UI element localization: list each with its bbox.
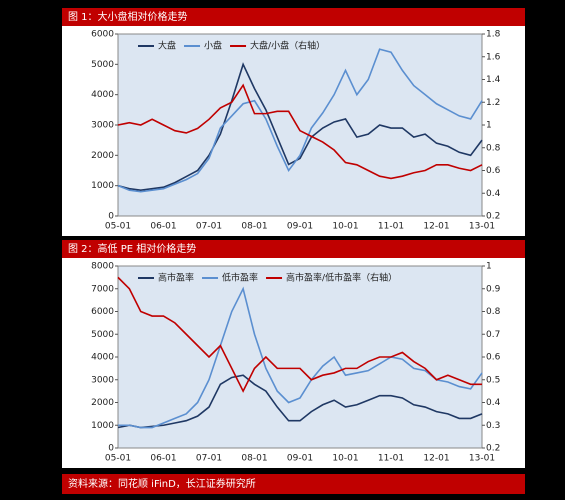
x-tick-label: 09-01 (287, 454, 313, 464)
x-tick-label: 07-01 (196, 222, 222, 232)
y2-tick-label: 1 (486, 262, 492, 272)
y-tick-label: 0 (108, 444, 114, 454)
x-tick-label: 05-01 (105, 222, 131, 232)
y2-tick-label: 0.8 (486, 143, 501, 153)
y-tick-label: 4000 (91, 90, 114, 100)
y-tick-label: 4000 (91, 353, 114, 363)
series-line (117, 374, 483, 429)
plot-area (117, 33, 483, 217)
y2-tick-label: 0.8 (486, 307, 501, 317)
y2-tick-label: 0.6 (486, 166, 501, 176)
y2-tick-label: 1 (486, 121, 492, 131)
y2-tick-label: 0.6 (486, 353, 501, 363)
legend-label: 小盘 (204, 40, 222, 52)
x-tick-label: 12-01 (423, 454, 449, 464)
y-tick-label: 5000 (91, 60, 114, 70)
y-tick-label: 6000 (91, 30, 114, 40)
series-line (117, 276, 482, 393)
legend-label: 大盘/小盘（右轴） (250, 40, 325, 52)
y2-tick-label: 0.5 (486, 375, 500, 385)
y-tick-label: 8000 (91, 262, 114, 272)
x-tick-label: 09-01 (287, 222, 313, 232)
y2-tick-label: 1.2 (486, 98, 500, 108)
x-tick-label: 13-01 (469, 222, 495, 232)
x-tick-label: 11-01 (378, 222, 404, 232)
series-line (117, 83, 483, 180)
y2-tick-label: 0.9 (486, 284, 501, 294)
y2-tick-label: 1.4 (486, 75, 501, 85)
y2-tick-label: 0.4 (486, 398, 501, 408)
y-tick-label: 5000 (91, 330, 114, 340)
legend-label: 大盘 (158, 40, 176, 52)
y-tick-label: 7000 (91, 284, 114, 294)
legend-label: 高市盈率 (158, 272, 194, 284)
title-bar (62, 240, 525, 258)
x-tick-label: 06-01 (150, 454, 176, 464)
y2-tick-label: 0.2 (486, 444, 500, 454)
y-tick-label: 6000 (91, 307, 114, 317)
x-tick-label: 12-01 (423, 222, 449, 232)
y-tick-label: 2000 (91, 151, 114, 161)
x-tick-label: 13-01 (469, 454, 495, 464)
y2-tick-label: 0.3 (486, 421, 500, 431)
legend-label: 高市盈率/低市盈率（右轴） (286, 272, 397, 284)
y-tick-label: 0 (108, 212, 114, 222)
x-tick-label: 08-01 (241, 454, 267, 464)
legend-label: 低市盈率 (222, 272, 258, 284)
x-tick-label: 06-01 (150, 222, 176, 232)
x-tick-label: 08-01 (241, 222, 267, 232)
source-bar (62, 474, 525, 494)
y-tick-label: 3000 (91, 375, 114, 385)
y2-tick-label: 0.7 (486, 330, 500, 340)
y-tick-label: 1000 (91, 421, 114, 431)
y-tick-label: 1000 (91, 181, 114, 191)
series-line (117, 48, 483, 193)
x-tick-label: 10-01 (332, 454, 358, 464)
y2-tick-label: 0.4 (486, 189, 501, 199)
series-line (118, 286, 483, 429)
chart-title: 图 1：大小盘相对价格走势 (68, 10, 188, 23)
series-line (117, 62, 483, 192)
x-tick-label: 11-01 (378, 454, 404, 464)
source-note: 资料来源：同花顺 iFinD，长江证券研究所 (68, 477, 256, 490)
x-tick-label: 05-01 (105, 454, 131, 464)
y2-tick-label: 1.8 (486, 30, 501, 40)
x-tick-label: 10-01 (332, 222, 358, 232)
y-tick-label: 2000 (91, 398, 114, 408)
chart-title: 图 2：高低 PE 相对价格走势 (68, 242, 196, 255)
x-tick-label: 07-01 (196, 454, 222, 464)
y2-tick-label: 1.6 (486, 52, 501, 62)
y-tick-label: 3000 (91, 121, 114, 131)
title-bar (62, 8, 525, 26)
y2-tick-label: 0.2 (486, 212, 500, 222)
